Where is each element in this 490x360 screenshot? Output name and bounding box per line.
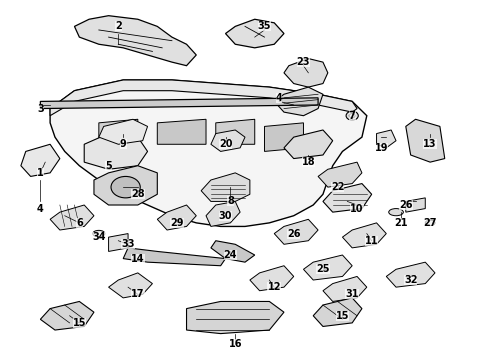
Text: 1: 1 [37, 168, 44, 178]
Polygon shape [50, 205, 94, 230]
Text: 26: 26 [399, 200, 413, 210]
Polygon shape [386, 262, 435, 287]
Polygon shape [265, 123, 303, 152]
Polygon shape [84, 134, 147, 169]
Text: 34: 34 [92, 232, 105, 242]
Polygon shape [206, 202, 240, 226]
Text: 6: 6 [76, 218, 83, 228]
Polygon shape [109, 273, 152, 298]
Text: 31: 31 [345, 289, 359, 299]
Polygon shape [225, 19, 284, 48]
Polygon shape [323, 276, 367, 301]
Text: 15: 15 [336, 311, 349, 321]
Ellipse shape [111, 176, 140, 198]
Text: 16: 16 [228, 339, 242, 349]
Polygon shape [157, 205, 196, 230]
Text: 2: 2 [115, 21, 122, 31]
Text: 14: 14 [131, 253, 145, 264]
Ellipse shape [93, 230, 105, 237]
Polygon shape [406, 198, 425, 212]
Text: 17: 17 [131, 289, 145, 299]
Text: 21: 21 [394, 218, 408, 228]
Text: 22: 22 [331, 182, 344, 192]
Ellipse shape [425, 220, 435, 226]
Ellipse shape [389, 208, 403, 216]
Text: 4: 4 [276, 93, 282, 103]
Polygon shape [21, 144, 60, 176]
Polygon shape [187, 301, 284, 334]
Polygon shape [376, 130, 396, 148]
Polygon shape [94, 166, 157, 205]
Text: 29: 29 [170, 218, 184, 228]
Text: 20: 20 [219, 139, 232, 149]
Text: 33: 33 [122, 239, 135, 249]
Text: 28: 28 [131, 189, 145, 199]
Text: 12: 12 [268, 282, 281, 292]
Polygon shape [211, 130, 245, 152]
Text: 35: 35 [258, 21, 271, 31]
Polygon shape [216, 119, 255, 144]
Polygon shape [99, 119, 147, 144]
Polygon shape [74, 16, 196, 66]
Polygon shape [274, 219, 318, 244]
Text: 26: 26 [287, 229, 300, 239]
Text: 10: 10 [350, 203, 364, 213]
Polygon shape [123, 248, 225, 266]
Text: 15: 15 [73, 318, 86, 328]
Text: 19: 19 [375, 143, 388, 153]
Text: 5: 5 [105, 161, 112, 171]
Text: 7: 7 [349, 111, 356, 121]
Polygon shape [284, 130, 333, 158]
Polygon shape [313, 298, 362, 327]
Polygon shape [50, 80, 357, 116]
Polygon shape [40, 98, 318, 109]
Text: 13: 13 [423, 139, 437, 149]
Text: 32: 32 [404, 275, 417, 285]
Polygon shape [201, 173, 250, 202]
Polygon shape [343, 223, 386, 248]
Text: 8: 8 [227, 197, 234, 206]
Polygon shape [274, 87, 323, 116]
Text: 24: 24 [223, 250, 237, 260]
Polygon shape [318, 162, 362, 187]
Text: 4: 4 [37, 203, 44, 213]
Text: 30: 30 [219, 211, 232, 221]
Text: 11: 11 [365, 236, 378, 246]
Polygon shape [40, 301, 94, 330]
Polygon shape [303, 255, 352, 280]
Ellipse shape [346, 111, 358, 120]
Polygon shape [157, 119, 206, 144]
Text: 23: 23 [297, 57, 310, 67]
Text: 25: 25 [316, 264, 330, 274]
Polygon shape [109, 234, 128, 251]
Polygon shape [99, 119, 138, 148]
Text: 18: 18 [301, 157, 315, 167]
Polygon shape [323, 184, 372, 212]
Polygon shape [406, 119, 445, 162]
Polygon shape [250, 266, 294, 291]
Polygon shape [284, 59, 328, 87]
Polygon shape [50, 80, 367, 226]
Polygon shape [211, 241, 255, 262]
Text: 9: 9 [120, 139, 126, 149]
Text: 3: 3 [37, 104, 44, 113]
Text: 27: 27 [423, 218, 437, 228]
